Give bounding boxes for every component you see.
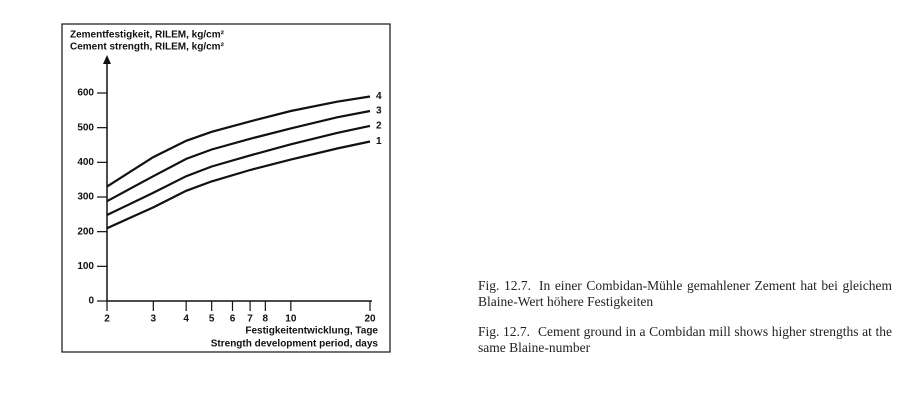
series-line xyxy=(106,140,371,230)
y-tick-label: 600 xyxy=(77,88,94,99)
y-tick-label: 400 xyxy=(77,157,94,168)
series-label: 2 xyxy=(376,121,382,132)
y-tick-label: 100 xyxy=(77,261,94,272)
caption: Fig. 12.7. Cement ground in a Combidan mi… xyxy=(478,324,892,356)
x-tick-label: 3 xyxy=(151,314,157,325)
x-label: Strength development period, days xyxy=(211,339,379,350)
x-tick-label: 5 xyxy=(209,314,215,325)
caption-label: Fig. 12.7. xyxy=(478,324,530,339)
series-label: 1 xyxy=(376,136,382,147)
series-label: 4 xyxy=(376,91,382,102)
y-tick-label: 0 xyxy=(88,296,94,307)
series-line xyxy=(106,95,371,188)
series-label: 3 xyxy=(376,106,382,117)
caption: Fig. 12.7. In einer Combidan-Mühle gemahl… xyxy=(478,278,892,310)
y-tick-label: 500 xyxy=(77,122,94,133)
x-tick-label: 20 xyxy=(364,314,376,325)
y-tick-label: 300 xyxy=(77,192,94,203)
x-tick-label: 4 xyxy=(183,314,189,325)
y-tick-label: 200 xyxy=(77,226,94,237)
x-tick-label: 2 xyxy=(104,314,110,325)
x-tick-label: 10 xyxy=(285,314,297,325)
x-tick-label: 7 xyxy=(247,314,253,325)
series-line xyxy=(106,109,371,203)
caption-text: In einer Combidan-Mühle gemahlener Zemen… xyxy=(478,278,892,309)
x-tick-label: 6 xyxy=(230,314,236,325)
x-label: Festigkeitentwicklung, Tage xyxy=(245,326,378,337)
caption-text: Cement ground in a Combidan mill shows h… xyxy=(478,324,892,355)
y-label: Zementfestigkeit, RILEM, kg/cm² xyxy=(70,30,225,41)
x-tick-label: 8 xyxy=(263,314,269,325)
axis-arrow xyxy=(103,55,111,64)
y-label: Cement strength, RILEM, kg/cm² xyxy=(70,42,225,53)
caption-label: Fig. 12.7. xyxy=(478,278,531,293)
series-line xyxy=(106,124,371,216)
frame xyxy=(61,23,391,353)
